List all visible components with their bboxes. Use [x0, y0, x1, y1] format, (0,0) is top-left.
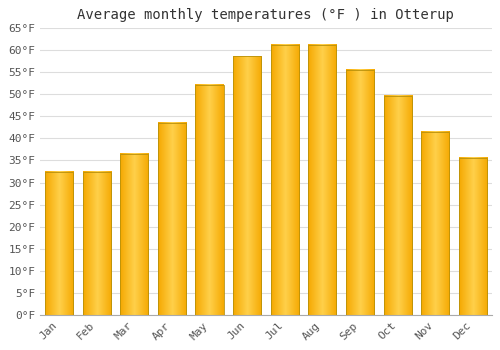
- Bar: [384, 96, 411, 315]
- Bar: [270, 46, 299, 315]
- Title: Average monthly temperatures (°F ) in Otterup: Average monthly temperatures (°F ) in Ot…: [78, 8, 454, 22]
- Bar: [346, 70, 374, 315]
- Bar: [458, 158, 487, 315]
- Bar: [196, 85, 224, 315]
- Bar: [120, 154, 148, 315]
- Bar: [158, 123, 186, 315]
- Bar: [421, 132, 450, 315]
- Bar: [308, 46, 336, 315]
- Bar: [82, 172, 110, 315]
- Bar: [45, 172, 73, 315]
- Bar: [233, 56, 261, 315]
